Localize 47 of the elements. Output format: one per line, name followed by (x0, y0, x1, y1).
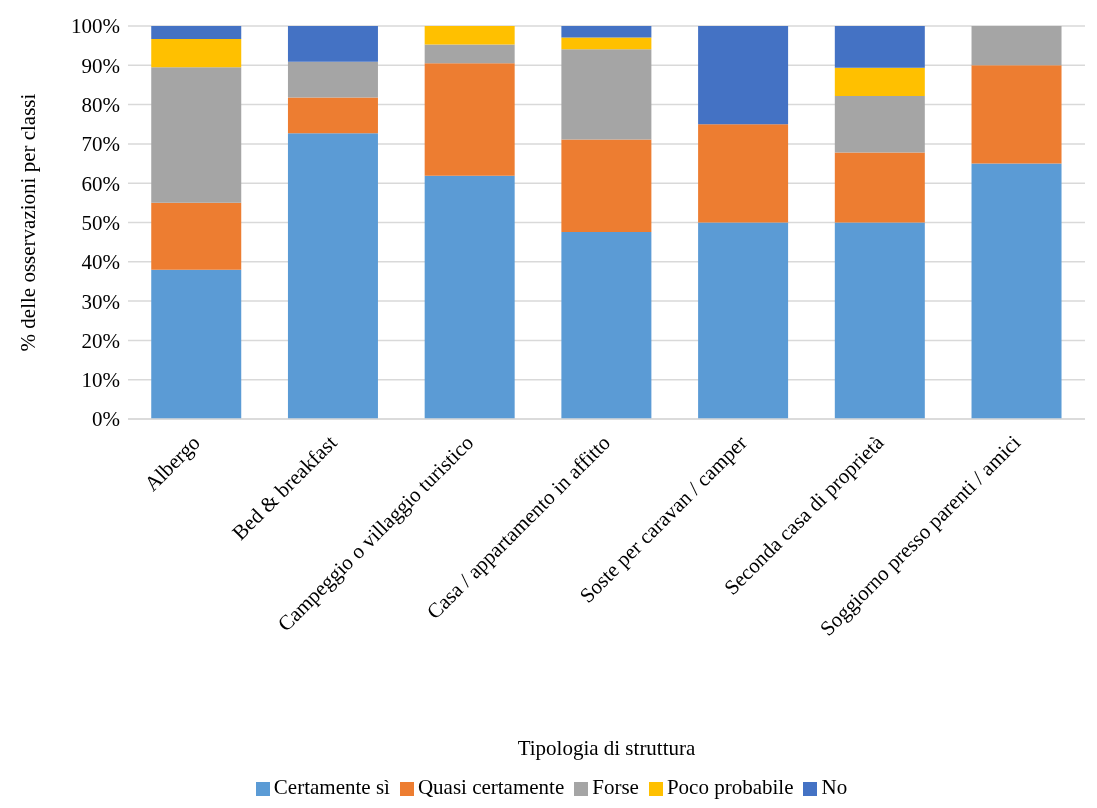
bar (971, 163, 1062, 419)
y-tick-label: 70% (81, 132, 120, 157)
bar (561, 37, 652, 50)
legend-label: No (821, 775, 848, 799)
bar (834, 26, 925, 68)
bar (834, 67, 925, 96)
y-tick-label: 100% (71, 14, 120, 39)
y-tick-label: 0% (92, 407, 120, 432)
y-tick-label: 20% (81, 328, 120, 353)
y-tick-label: 30% (81, 289, 120, 314)
bar (424, 63, 515, 176)
bar (424, 26, 515, 45)
bar (971, 65, 1062, 164)
bar (151, 38, 242, 68)
legend-label: Forse (592, 775, 639, 799)
bar (151, 269, 242, 419)
legend-label: Certamente sì (273, 775, 390, 799)
bar (971, 26, 1062, 66)
y-tick-label: 80% (81, 93, 120, 118)
y-axis-title: % delle osservazioni per classi (16, 93, 41, 352)
bar (698, 222, 789, 419)
bar (151, 202, 242, 270)
y-tick-label: 40% (81, 250, 120, 275)
bar (561, 139, 652, 232)
bar (287, 26, 378, 62)
bar (287, 133, 378, 419)
y-tick-label: 10% (81, 368, 120, 393)
bar (561, 49, 652, 140)
bar (698, 124, 789, 223)
bar (424, 175, 515, 419)
bar (561, 26, 652, 38)
y-tick-label: 90% (81, 53, 120, 78)
bar (698, 26, 789, 125)
bar (287, 97, 378, 134)
x-axis-title: Tipologia di struttura (517, 736, 697, 760)
y-tick-label: 50% (81, 210, 120, 235)
bar (151, 26, 242, 39)
bar (287, 61, 378, 98)
bar (151, 67, 242, 203)
bar (834, 95, 925, 153)
legend-label: Poco probabile (666, 775, 794, 799)
legend-label: Quasi certamente (417, 775, 565, 799)
bar (424, 44, 515, 64)
bar (834, 152, 925, 223)
bar (561, 231, 652, 419)
y-tick-label: 60% (81, 171, 120, 196)
bar (834, 222, 925, 419)
